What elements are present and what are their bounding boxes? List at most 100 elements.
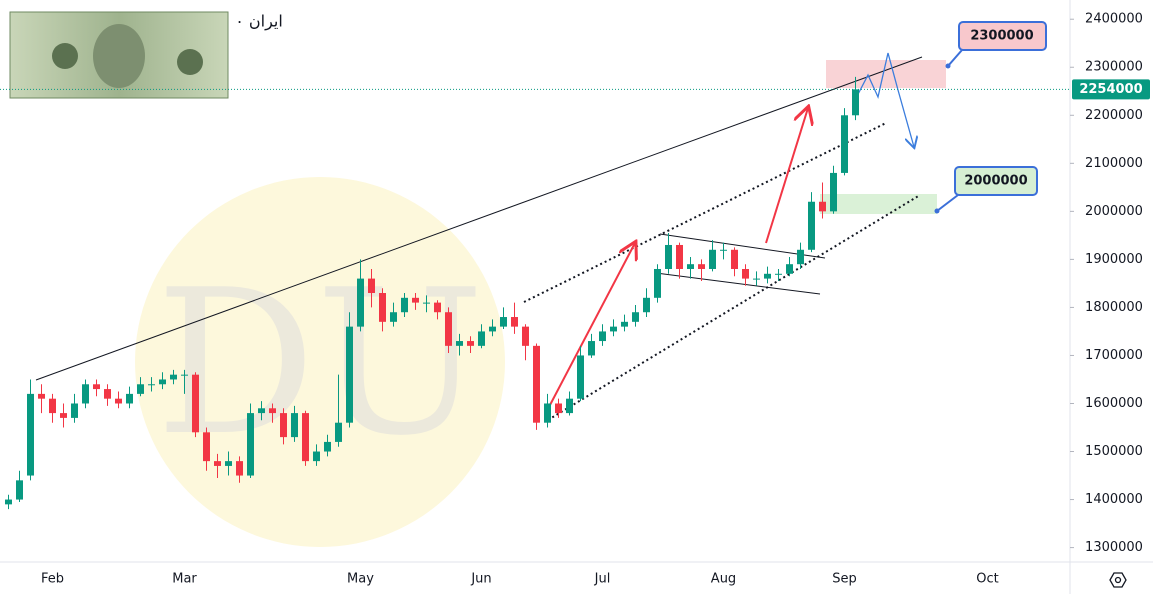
candle-body bbox=[676, 244, 683, 269]
candle-body bbox=[5, 499, 12, 505]
y-tick-label: 2300000 bbox=[1085, 60, 1143, 75]
candle-body bbox=[280, 413, 287, 438]
target-label: 2000000 bbox=[964, 174, 1027, 189]
candle-body bbox=[456, 341, 463, 346]
price-tag-label: 2254000 bbox=[1079, 82, 1142, 97]
candle-body bbox=[643, 297, 650, 313]
candle-body bbox=[533, 345, 540, 423]
x-tick-label: May bbox=[347, 572, 374, 587]
candle-body bbox=[192, 374, 199, 433]
candle-body bbox=[489, 326, 496, 332]
candle-body bbox=[214, 461, 221, 466]
candle-body bbox=[104, 389, 111, 399]
candle-body bbox=[170, 374, 177, 380]
candle-body bbox=[236, 461, 243, 476]
candle-body bbox=[313, 451, 320, 462]
candle-body bbox=[610, 326, 617, 332]
candle-body bbox=[181, 374, 188, 376]
y-tick-label: 1700000 bbox=[1085, 348, 1143, 363]
candle-body bbox=[500, 317, 507, 327]
svg-text:DU: DU bbox=[156, 247, 485, 480]
candle-body bbox=[258, 408, 265, 414]
candle-body bbox=[588, 341, 595, 356]
y-tick-label: 2400000 bbox=[1085, 12, 1143, 27]
y-tick-label: 1600000 bbox=[1085, 396, 1143, 411]
candle-body bbox=[775, 273, 782, 275]
candle-body bbox=[819, 201, 826, 212]
candle-body bbox=[16, 480, 23, 500]
candle-body bbox=[654, 268, 661, 298]
candle-body bbox=[687, 264, 694, 269]
candle-body bbox=[665, 244, 672, 269]
candle-body bbox=[621, 321, 628, 327]
candle-body bbox=[709, 249, 716, 269]
candle-body bbox=[38, 393, 45, 399]
candle-body bbox=[302, 413, 309, 462]
x-tick-label: Sep bbox=[832, 572, 857, 587]
candle-body bbox=[346, 326, 353, 423]
candle-body bbox=[49, 398, 56, 414]
candle-body bbox=[82, 384, 89, 404]
candle-body bbox=[522, 326, 529, 346]
x-tick-label: Jul bbox=[594, 572, 611, 587]
candle-body bbox=[720, 249, 727, 251]
y-tick-label: 2000000 bbox=[1085, 204, 1143, 219]
candle-body bbox=[830, 172, 837, 212]
candle-body bbox=[434, 302, 441, 313]
candle-body bbox=[368, 278, 375, 294]
settings-icon[interactable] bbox=[1109, 572, 1127, 588]
candle-body bbox=[753, 278, 760, 280]
candle-body bbox=[423, 302, 430, 304]
candle-body bbox=[60, 413, 67, 418]
candle-body bbox=[577, 355, 584, 399]
target-label: 2300000 bbox=[970, 29, 1033, 44]
candle-body bbox=[632, 312, 639, 322]
candle-body bbox=[115, 398, 122, 404]
drawings bbox=[35, 21, 1047, 421]
candle-body bbox=[566, 398, 573, 414]
x-tick-label: Jun bbox=[470, 572, 491, 587]
price-tag bbox=[1072, 79, 1150, 100]
candle-body bbox=[379, 293, 386, 322]
candle-body bbox=[71, 403, 78, 418]
candle-body bbox=[335, 422, 342, 442]
candle-body bbox=[291, 413, 298, 438]
candle-body bbox=[203, 432, 210, 462]
y-tick-label: 2100000 bbox=[1085, 156, 1143, 171]
candle-body bbox=[511, 317, 518, 327]
candle-body bbox=[159, 379, 166, 385]
candle-body bbox=[357, 278, 364, 327]
candle-body bbox=[698, 264, 705, 269]
watermark: DU bbox=[135, 177, 505, 547]
candle-body bbox=[148, 384, 155, 386]
candle-body bbox=[841, 115, 848, 173]
y-tick-label: 1800000 bbox=[1085, 300, 1143, 315]
chart-title: ایران ۰ bbox=[235, 12, 283, 32]
candle-body bbox=[225, 461, 232, 466]
candle-body bbox=[269, 408, 276, 414]
candle-body bbox=[742, 268, 749, 279]
candle-body bbox=[786, 264, 793, 274]
candle-body bbox=[599, 331, 606, 342]
candle-body bbox=[797, 249, 804, 265]
y-tick-label: 1300000 bbox=[1085, 540, 1143, 555]
dollar-bill bbox=[9, 11, 229, 99]
y-tick-label: 1900000 bbox=[1085, 252, 1143, 267]
candle-body bbox=[852, 89, 859, 116]
candle-body bbox=[126, 393, 133, 404]
candle-body bbox=[324, 441, 331, 452]
candle-body bbox=[137, 384, 144, 394]
y-tick-label: 2200000 bbox=[1085, 108, 1143, 123]
candle-body bbox=[27, 393, 34, 476]
candle-body bbox=[390, 312, 397, 322]
candle-body bbox=[555, 403, 562, 414]
candle-body bbox=[808, 201, 815, 250]
candle-body bbox=[401, 297, 408, 313]
candle-body bbox=[544, 403, 551, 423]
y-tick-label: 1500000 bbox=[1085, 444, 1143, 459]
candle-body bbox=[731, 249, 738, 269]
candle-body bbox=[93, 384, 100, 390]
candle-body bbox=[445, 312, 452, 346]
candle-body bbox=[247, 413, 254, 476]
